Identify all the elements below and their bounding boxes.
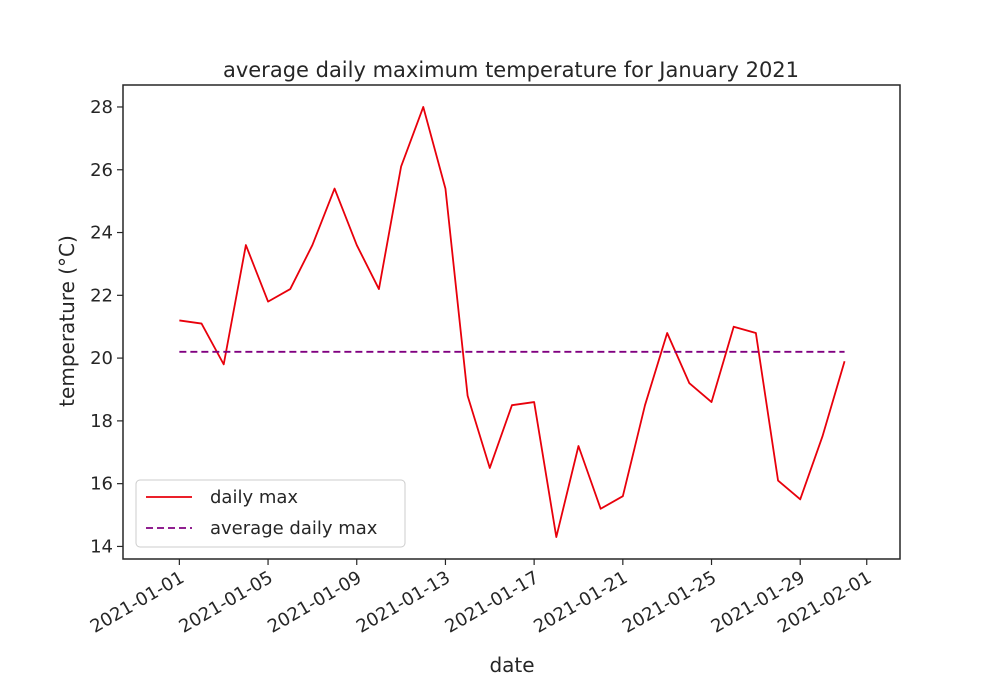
- x-axis-title: date: [489, 653, 534, 677]
- x-tick-label: 2021-01-13: [353, 567, 454, 637]
- y-tick-label: 14: [90, 536, 113, 557]
- series-line-1: [179, 106, 846, 538]
- x-tick-label: 2021-01-01: [87, 567, 188, 637]
- plot-area: 14161820222426282021-01-012021-01-052021…: [87, 97, 875, 638]
- y-axis-title: temperature (°C): [55, 235, 79, 407]
- x-tick-label: 2021-01-17: [442, 567, 543, 637]
- x-tick-label: 2021-01-05: [175, 567, 276, 637]
- legend-label: daily max: [210, 487, 298, 508]
- legend-label: average daily max: [210, 518, 378, 539]
- y-tick-label: 28: [90, 97, 113, 118]
- x-tick-label: 2021-01-21: [530, 567, 631, 637]
- legend-box: [135, 479, 406, 548]
- y-tick-label: 18: [90, 411, 113, 432]
- y-tick-label: 20: [90, 348, 113, 369]
- x-tick-label: 2021-01-09: [264, 567, 365, 637]
- y-tick-label: 26: [90, 160, 113, 181]
- chart-title: average daily maximum temperature for Ja…: [223, 58, 799, 82]
- y-tick-label: 22: [90, 285, 113, 306]
- legend: daily max average daily max: [135, 479, 406, 548]
- y-tick-label: 24: [90, 223, 113, 244]
- x-tick-label: 2021-01-25: [619, 567, 720, 637]
- plot-frame: [122, 84, 901, 560]
- y-tick-label: 16: [90, 474, 113, 495]
